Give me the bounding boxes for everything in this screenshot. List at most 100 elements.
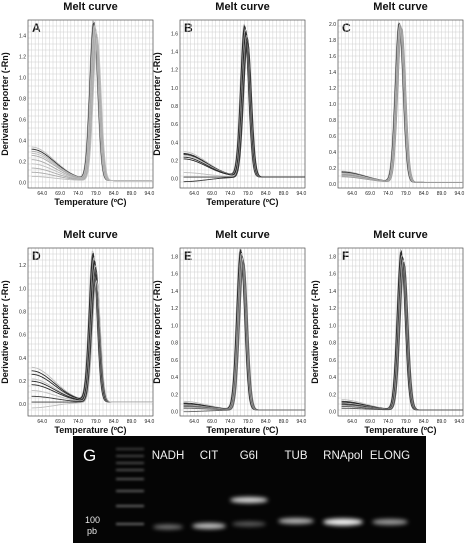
- y-tick-label: 1.6: [171, 272, 178, 278]
- melt-curve-panel-c: Melt curve C 0.0 0.2 0.4 0.6 0.8 1.0 1.2 1.4 1.6 1.…: [329, 1, 464, 197]
- x-tick-label: 89.0: [127, 419, 137, 425]
- y-tick-label: 0.8: [19, 97, 26, 103]
- x-tick-label: 84.0: [109, 419, 119, 425]
- x-tick-label: 69.0: [55, 419, 65, 425]
- plot-frame: [27, 247, 154, 417]
- y-tick-label: 0.2: [171, 392, 178, 398]
- y-tick-label: 0.8: [171, 104, 178, 110]
- x-axis-label: Temperature (ºC): [54, 197, 126, 207]
- y-tick-label: 0.0: [329, 409, 336, 415]
- panel-letter: B: [184, 21, 193, 35]
- x-axis-label: Temperature (ºC): [206, 197, 278, 207]
- ladder-band: [116, 505, 144, 507]
- ladder-band: [116, 462, 144, 464]
- melt-curve-series: [31, 279, 153, 409]
- panel-letter: C: [342, 21, 351, 35]
- y-tick-label: 1.8: [171, 254, 178, 260]
- y-tick-label: 0.6: [19, 333, 26, 339]
- x-axis-label: Temperature (ºC): [54, 425, 126, 435]
- y-tick-label: 0.0: [171, 177, 178, 183]
- y-tick-label: 1.4: [329, 70, 336, 76]
- x-tick-label: 64.0: [37, 419, 47, 425]
- panel-letter: F: [342, 249, 349, 263]
- y-tick-label: 1.6: [329, 272, 336, 278]
- chart-title: Melt curve: [215, 229, 269, 241]
- x-tick-label: 79.0: [91, 419, 101, 425]
- y-tick-label: 0.6: [329, 134, 336, 140]
- x-axis-label: Temperature (ºC): [206, 425, 278, 435]
- chart-title: Melt curve: [63, 1, 117, 13]
- gel-band: [232, 521, 266, 527]
- y-tick-label: 0.2: [19, 160, 26, 166]
- x-tick-label: 94.0: [297, 191, 307, 197]
- y-tick-label: 0.4: [171, 375, 178, 381]
- y-axis-label: Derivative reporter (-Rn): [0, 280, 10, 384]
- panel-letter: D: [32, 249, 41, 263]
- x-tick-label: 69.0: [365, 419, 375, 425]
- x-axis-label: Temperature (ºC): [364, 425, 436, 435]
- y-tick-label: 1.0: [329, 323, 336, 329]
- x-tick-label: 64.0: [347, 191, 357, 197]
- melt-curve-series: [31, 38, 153, 182]
- y-tick-label: 0.6: [171, 122, 178, 128]
- y-axis-label: Derivative reporter (-Rn): [152, 52, 162, 156]
- y-tick-label: 1.6: [171, 31, 178, 37]
- plot-frame: [179, 19, 306, 189]
- y-tick-label: 1.0: [171, 86, 178, 92]
- ladder-band: [116, 478, 144, 480]
- chart-title: Melt curve: [63, 229, 117, 241]
- x-tick-label: 74.0: [73, 191, 83, 197]
- melt-curve-series: [341, 263, 463, 411]
- x-tick-label: 89.0: [279, 419, 289, 425]
- y-tick-label: 1.4: [329, 289, 336, 295]
- chart-title: Melt curve: [373, 229, 427, 241]
- ladder-band: [116, 448, 144, 450]
- y-tick-label: 0.2: [171, 159, 178, 165]
- y-tick-label: 0.8: [19, 310, 26, 316]
- y-tick-label: 0.4: [329, 150, 336, 156]
- y-tick-label: 1.8: [329, 38, 336, 44]
- melt-curve-panels: Melt curve A 0.0 0.2 0.4 0.6 0.8 1.0 1.2 1.4 64.0 6…: [0, 1, 465, 435]
- x-tick-label: 89.0: [437, 191, 447, 197]
- x-tick-label: 79.0: [401, 419, 411, 425]
- y-tick-label: 0.4: [171, 140, 178, 146]
- melt-curve-panel-b: Melt curve B 0.0 0.2 0.4 0.6 0.8 1.0 1.2 1.4 1.6 64…: [152, 1, 307, 207]
- x-tick-label: 74.0: [225, 419, 235, 425]
- y-tick-label: 0.0: [19, 181, 26, 187]
- y-tick-label: 1.0: [19, 76, 26, 82]
- y-tick-label: 0.0: [19, 402, 26, 408]
- x-tick-label: 69.0: [207, 419, 217, 425]
- x-tick-label: 69.0: [365, 191, 375, 197]
- x-tick-label: 69.0: [55, 191, 65, 197]
- y-tick-label: 0.4: [19, 139, 26, 145]
- y-tick-label: 1.8: [329, 254, 336, 260]
- gel-band: [323, 518, 363, 526]
- x-tick-label: 79.0: [401, 191, 411, 197]
- melt-curve-panel-f: Melt curve F 0.0 0.2 0.4 0.6 0.8 1.0 1.2 1.4 1.6 1.…: [310, 229, 465, 435]
- x-tick-label: 79.0: [243, 191, 253, 197]
- ladder-band: [116, 523, 144, 525]
- y-tick-label: 0.4: [19, 356, 26, 362]
- y-tick-label: 1.2: [171, 68, 178, 74]
- y-tick-label: 1.2: [329, 86, 336, 92]
- y-tick-label: 1.4: [171, 289, 178, 295]
- x-tick-label: 74.0: [383, 191, 393, 197]
- gel-band: [230, 497, 268, 503]
- x-tick-label: 64.0: [189, 191, 199, 197]
- x-tick-label: 74.0: [383, 419, 393, 425]
- ladder-band: [116, 455, 144, 457]
- x-tick-label: 84.0: [419, 419, 429, 425]
- marker-size-value: 100: [85, 515, 100, 525]
- y-tick-label: 1.0: [329, 102, 336, 108]
- ladder-band: [116, 490, 144, 492]
- x-tick-label: 84.0: [261, 419, 271, 425]
- y-tick-label: 1.2: [329, 306, 336, 312]
- y-axis-label: Derivative reporter (-Rn): [152, 280, 162, 384]
- y-axis-label: Derivative reporter (-Rn): [310, 280, 320, 384]
- y-tick-label: 1.4: [171, 50, 178, 56]
- x-tick-label: 94.0: [297, 419, 307, 425]
- gel-band: [278, 518, 314, 524]
- x-tick-label: 89.0: [127, 191, 137, 197]
- gel-lane-label: CIT: [200, 450, 219, 462]
